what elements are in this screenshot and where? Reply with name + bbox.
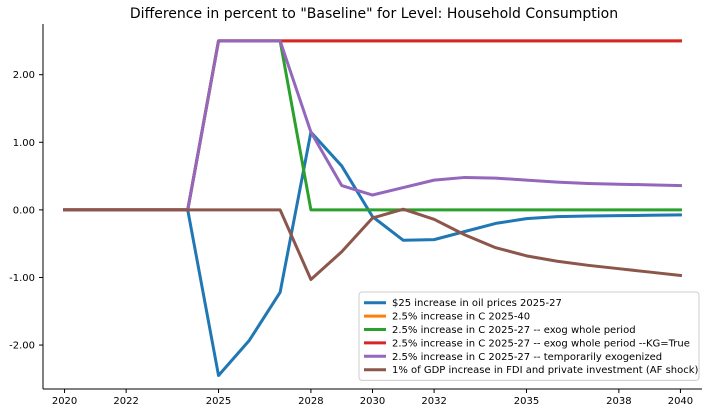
y-tick-label: 0.00: [13, 205, 35, 216]
series-layer: [63, 39, 683, 377]
legend-label: 2.5% increase in C 2025-27 -- exog whole…: [392, 325, 636, 336]
legend-label: 2.5% increase in C 2025-27 -- temporaril…: [392, 352, 662, 363]
x-tick-label: 2038: [606, 396, 631, 407]
x-tick-label: 2028: [298, 396, 323, 407]
legend-label: $25 increase in oil prices 2025-27: [392, 298, 562, 309]
series-line-5: [63, 39, 682, 212]
y-tick-label: 1.00: [13, 138, 35, 149]
x-tick-label: 2035: [514, 396, 539, 407]
axes: -2.00 -1.00 0.00 1.00 2.00 2020 2022 2025 2028 20…: [9, 24, 702, 407]
series-line-6: [63, 207, 683, 281]
y-tick-label: -1.00: [9, 273, 35, 284]
x-tick-label: 2025: [206, 396, 231, 407]
x-tick-label: 2032: [421, 396, 446, 407]
legend-box: [358, 291, 700, 381]
y-tick-label: 2.00: [13, 70, 35, 81]
chart-title: Difference in percent to "Baseline" for …: [130, 6, 618, 22]
legend-label: 2.5% increase in C 2025-40: [392, 312, 530, 323]
x-tick-label: 2040: [668, 396, 693, 407]
x-tick-label: 2022: [113, 396, 138, 407]
legend: $25 increase in oil prices 2025-27 2.5% i…: [358, 291, 700, 381]
legend-label: 1% of GDP increase in FDI and private in…: [392, 365, 699, 376]
x-tick-label: 2030: [360, 396, 385, 407]
x-tick-label: 2020: [52, 396, 77, 407]
legend-label: 2.5% increase in C 2025-27 -- exog whole…: [392, 338, 690, 349]
y-tick-label: -2.00: [9, 341, 35, 352]
